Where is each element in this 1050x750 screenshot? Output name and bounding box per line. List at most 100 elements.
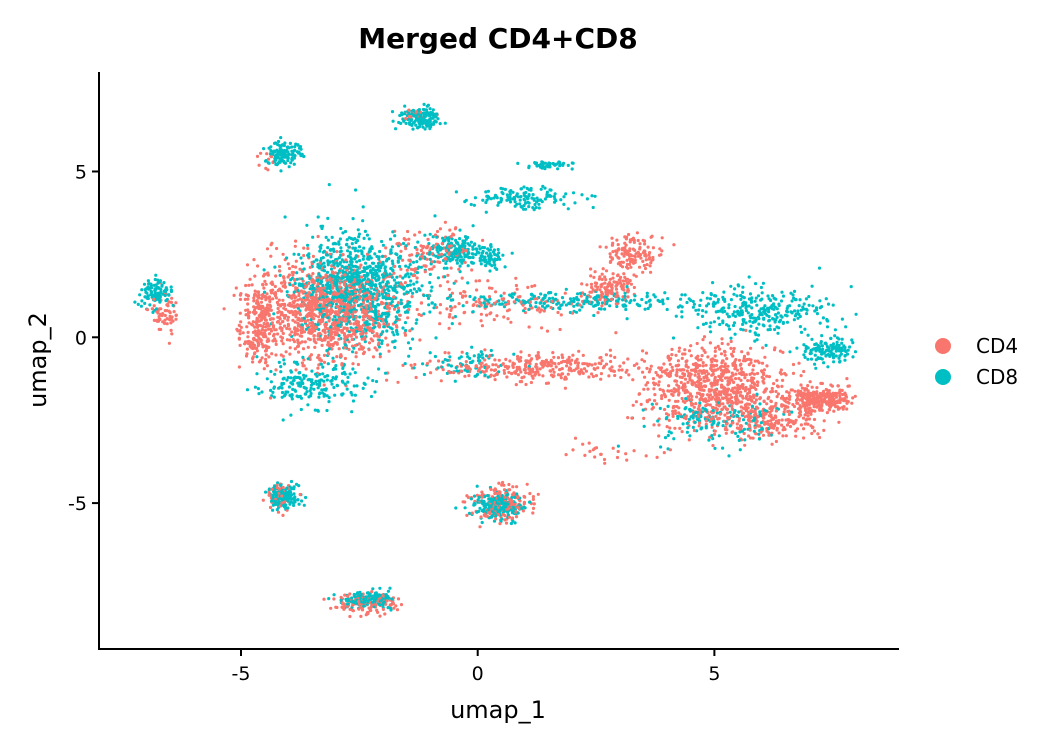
point-cd8: [814, 366, 818, 370]
point-cd4: [529, 369, 533, 373]
point-cd4: [163, 321, 167, 325]
point-cd8: [510, 251, 514, 255]
point-cd8: [713, 446, 717, 450]
point-cd8: [477, 353, 481, 357]
point-cd4: [521, 303, 525, 307]
point-cd8: [471, 247, 475, 251]
point-cd8: [406, 341, 411, 345]
point-cd8: [532, 208, 536, 212]
point-cd8: [348, 372, 352, 376]
point-cd4: [593, 362, 597, 366]
point-cd8: [277, 386, 281, 390]
point-cd4: [706, 403, 710, 407]
point-cd8: [318, 245, 322, 249]
point-cd4: [556, 310, 560, 315]
point-cd4: [812, 417, 817, 422]
point-cd4: [708, 403, 712, 407]
point-cd8: [534, 161, 539, 165]
point-cd4: [799, 374, 803, 378]
point-cd8: [487, 195, 491, 199]
point-cd4: [738, 371, 742, 375]
point-cd8: [742, 318, 746, 322]
point-cd4: [361, 346, 365, 350]
point-cd8: [625, 285, 629, 289]
point-cd4: [726, 393, 730, 397]
point-cd8: [480, 352, 484, 356]
point-cd4: [658, 387, 662, 391]
point-cd8: [492, 196, 496, 200]
point-cd8: [351, 264, 355, 268]
point-cd8: [384, 371, 388, 375]
point-cd4: [738, 400, 742, 404]
point-cd8: [527, 166, 531, 170]
point-cd8: [706, 302, 711, 306]
point-cd8: [345, 238, 349, 242]
point-cd8: [674, 314, 678, 318]
point-cd8: [159, 290, 163, 294]
point-cd8: [465, 352, 469, 356]
point-cd8: [282, 376, 286, 380]
point-cd4: [708, 341, 713, 345]
point-cd4: [345, 335, 349, 339]
point-cd4: [401, 363, 405, 367]
point-cd8: [292, 496, 297, 500]
point-cd8: [513, 521, 517, 525]
point-cd8: [372, 326, 376, 330]
point-cd4: [446, 280, 450, 284]
point-cd4: [727, 370, 731, 374]
point-cd4: [504, 303, 508, 307]
point-cd8: [498, 257, 502, 261]
point-cd4: [335, 250, 339, 254]
point-cd4: [618, 364, 622, 368]
point-cd8: [402, 285, 406, 290]
point-cd4: [264, 325, 268, 329]
point-cd4: [281, 298, 285, 302]
point-cd4: [364, 613, 368, 617]
point-cd4: [263, 316, 267, 320]
point-cd8: [305, 223, 309, 227]
scatter-points: [133, 102, 858, 619]
point-cd4: [691, 362, 696, 366]
point-cd4: [626, 287, 630, 291]
point-cd8: [356, 249, 360, 253]
point-cd8: [488, 269, 492, 273]
point-cd4: [274, 274, 278, 278]
point-cd4: [593, 455, 597, 459]
point-cd8: [411, 337, 415, 341]
point-cd8: [402, 119, 406, 123]
point-cd4: [635, 362, 639, 366]
point-cd8: [415, 260, 419, 264]
point-cd4: [591, 374, 596, 379]
point-cd4: [743, 415, 747, 419]
point-cd8: [531, 193, 535, 197]
point-cd8: [721, 306, 725, 310]
point-cd4: [452, 371, 456, 375]
point-cd4: [610, 365, 614, 369]
point-cd4: [644, 351, 649, 355]
point-cd8: [750, 306, 754, 310]
point-cd8: [290, 145, 294, 149]
point-cd8: [365, 299, 370, 303]
point-cd8: [444, 246, 448, 250]
point-cd4: [268, 505, 273, 510]
point-cd4: [279, 303, 283, 307]
point-cd4: [260, 342, 264, 346]
point-cd4: [269, 289, 273, 293]
point-cd8: [139, 304, 143, 308]
point-cd8: [335, 283, 339, 287]
point-cd8: [326, 374, 330, 378]
point-cd4: [483, 358, 487, 362]
point-cd4: [353, 343, 358, 347]
point-cd4: [714, 368, 718, 372]
point-cd4: [361, 315, 365, 319]
point-cd4: [713, 354, 717, 358]
point-cd4: [596, 366, 600, 370]
point-cd8: [638, 304, 642, 308]
point-cd4: [272, 332, 276, 336]
point-cd8: [348, 255, 353, 260]
point-cd4: [259, 151, 263, 155]
point-cd8: [347, 320, 351, 324]
point-cd4: [169, 300, 173, 304]
point-cd4: [331, 270, 335, 274]
point-cd8: [449, 364, 453, 368]
